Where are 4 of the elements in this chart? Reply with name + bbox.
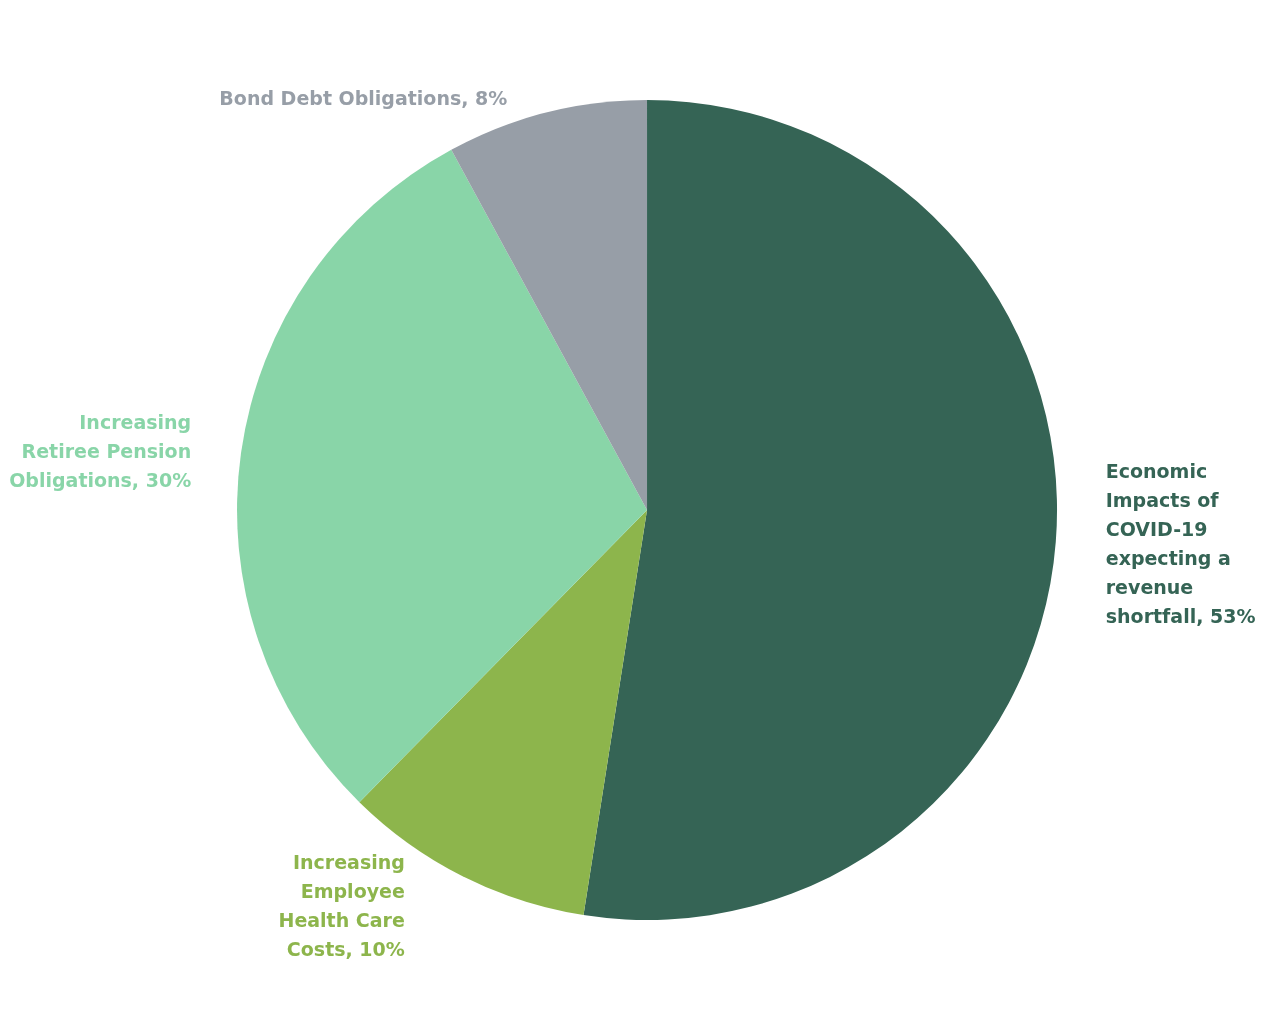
slice-label: Economic Impacts of COVID-19 expecting a revenue shortfall, 53%	[1105, 459, 1256, 627]
slice-label: Increasing Retiree Pension Obligations, 30%	[9, 410, 192, 491]
slice-label: Bond Debt Obligations, 8%	[219, 87, 508, 110]
slice-label: Increasing Employee Health Care Costs, 10%	[278, 851, 405, 961]
